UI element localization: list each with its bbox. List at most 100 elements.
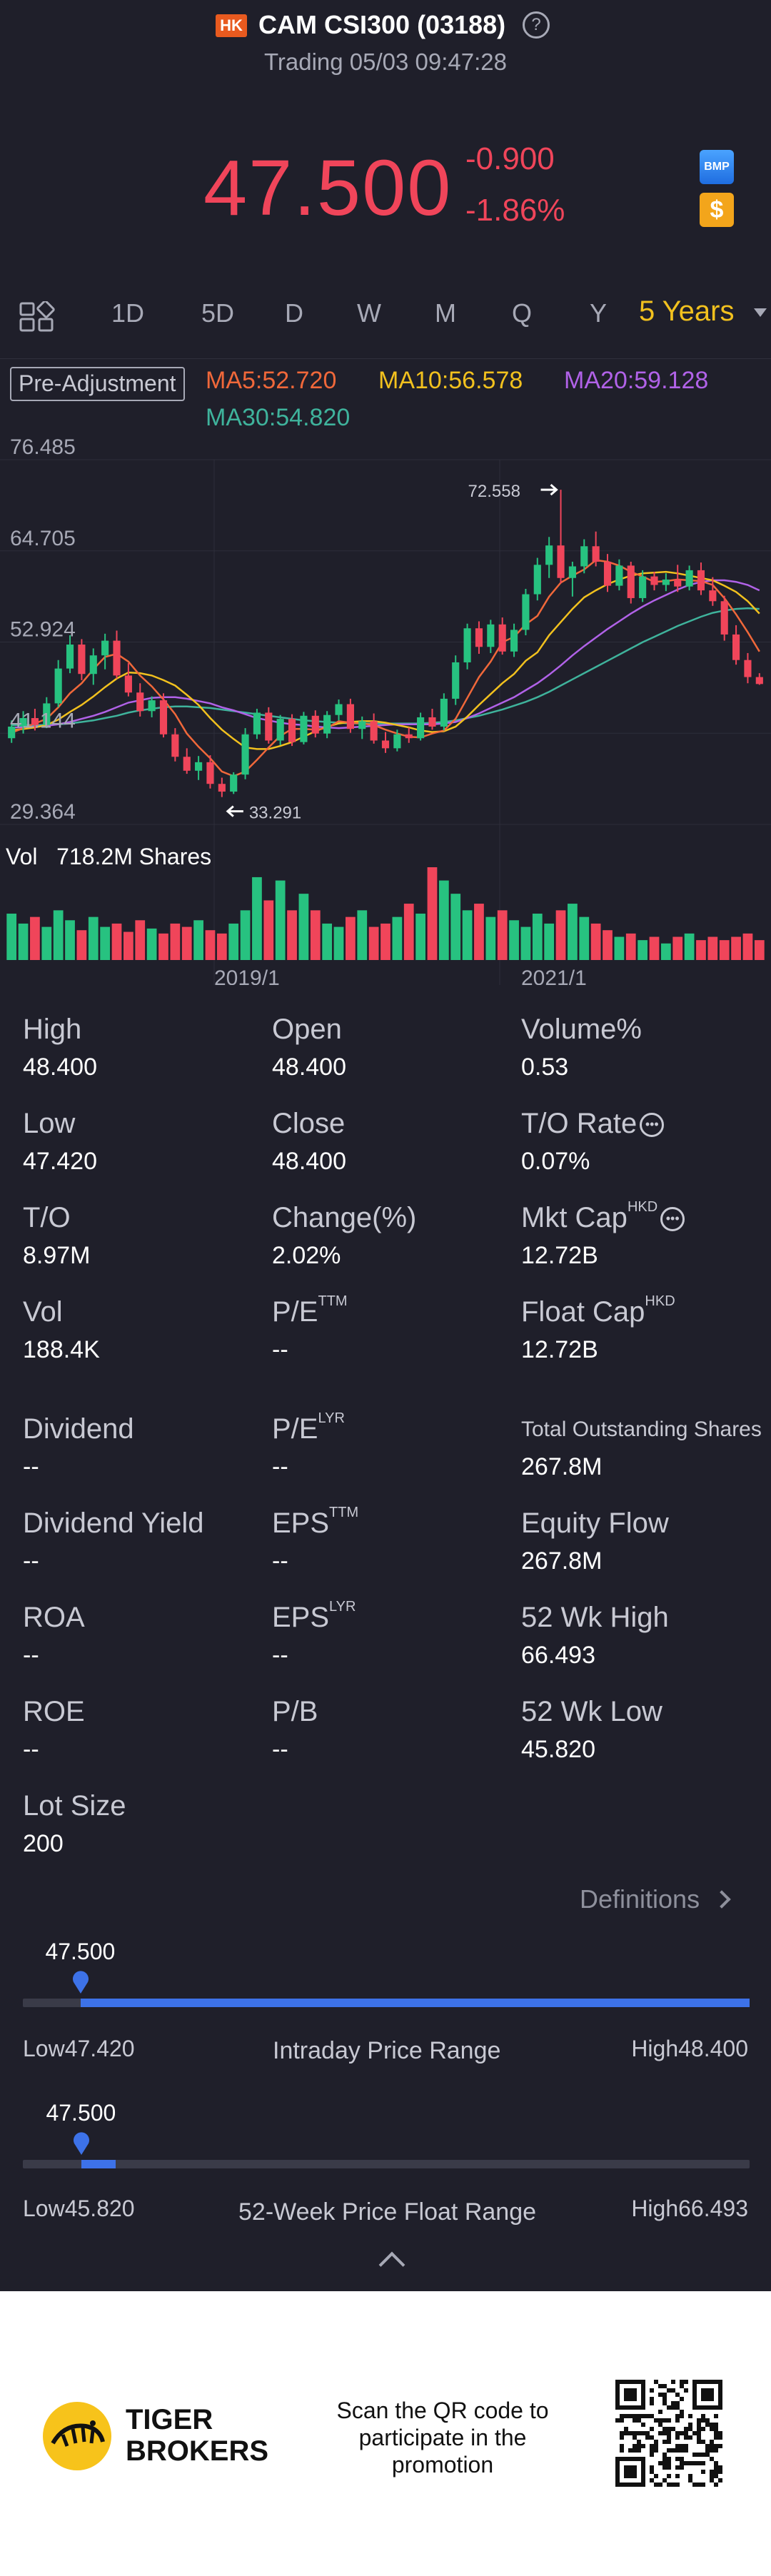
stat-to-rate-label[interactable]: T/O Rate ••• [521, 1108, 665, 1140]
candle-body [31, 718, 39, 725]
quote-header: HK CAM CSI300 (03188) ? Trading 05/03 09… [0, 0, 771, 271]
stat-to-label: T/O [23, 1202, 71, 1233]
volume-bar [100, 926, 111, 960]
stat-low-label: Low [23, 1108, 76, 1139]
y-tick-label: 41.144 [10, 709, 76, 732]
candle-body [650, 576, 658, 585]
tab-week[interactable]: W [357, 298, 381, 328]
candle-body [557, 545, 565, 578]
candle-body [54, 668, 62, 704]
help-icon[interactable]: ? [523, 11, 550, 39]
candle-body [253, 712, 261, 734]
volume-bar [450, 894, 461, 960]
volume-bar [346, 916, 356, 960]
candle-body [452, 662, 460, 699]
candle-body [66, 645, 74, 669]
stat-pe-lyr-value: -- [272, 1453, 288, 1480]
stat-pe-lyr-label: P/ELYR [272, 1410, 345, 1445]
candle-body [159, 700, 168, 734]
intraday-current-price: 47.500 [45, 1939, 116, 1964]
ma10-label: MA10:56.578 [378, 367, 523, 394]
stat-open-label: Open [272, 1014, 342, 1045]
volume-summary: Vol 718.2M Shares [6, 844, 211, 870]
chevron-down-icon[interactable] [754, 308, 767, 317]
candle-body [685, 570, 693, 587]
volume-bar [357, 910, 368, 960]
stat-vol-label: Vol [23, 1296, 63, 1328]
stat-pb-label: P/B [272, 1696, 318, 1727]
stat-vol-value: 188.4K [23, 1336, 100, 1363]
tab-month[interactable]: M [435, 298, 456, 328]
candle-body [183, 757, 191, 771]
candle-body [405, 734, 413, 739]
candle-body [276, 719, 284, 741]
bmp-icon[interactable]: BMP [700, 150, 734, 184]
candle-body [230, 774, 238, 792]
more-info-icon[interactable]: ••• [640, 1113, 665, 1138]
candle-body [720, 601, 728, 635]
stat-close-label: Close [272, 1108, 346, 1139]
volume-bar [649, 936, 660, 960]
tab-year[interactable]: Y [590, 298, 608, 328]
volume-bar [193, 920, 203, 960]
trading-time: Trading 05/03 09:47:28 [263, 49, 508, 75]
max-price-annotation: 72.558 [468, 482, 520, 501]
volume-bar [146, 928, 157, 960]
candle-body [522, 594, 530, 630]
stat-pb-value: -- [272, 1736, 288, 1763]
volume-bar [30, 916, 40, 960]
volume-bar [579, 916, 590, 960]
pre-adjustment-toggle[interactable]: Pre-Adjustment [10, 367, 185, 401]
candle-body [171, 734, 179, 757]
volume-bar [403, 904, 414, 960]
candle-body [89, 655, 97, 675]
stat-roa-label: ROA [23, 1602, 85, 1633]
arrow-left-icon [226, 805, 243, 817]
candle-body [755, 677, 763, 685]
ma10-line [11, 570, 760, 750]
chevron-up-icon[interactable] [378, 2251, 405, 2278]
stat-eps-ttm-label: EPSTTM [272, 1505, 359, 1539]
volume-bar [415, 914, 425, 960]
candle-body [417, 717, 425, 739]
y-tick-label: 29.364 [10, 800, 76, 824]
stat-dividend-yield-label: Dividend Yield [23, 1507, 204, 1539]
tab-day[interactable]: D [285, 298, 303, 328]
candle-body [311, 715, 319, 734]
volume-bar [124, 931, 133, 960]
candle-body [732, 634, 740, 660]
dollar-icon[interactable]: $ [700, 193, 734, 227]
candle-body [475, 628, 483, 647]
volume-bar [298, 894, 309, 960]
volume-bar [181, 926, 192, 960]
week52-low: Low45.820 [23, 2196, 135, 2221]
volume-bar [684, 933, 695, 960]
stat-eps-ttm-value: -- [272, 1547, 288, 1575]
candle-body [463, 628, 471, 662]
grid-layout-icon[interactable] [19, 301, 56, 333]
period-tabs [0, 273, 771, 359]
tab-1d[interactable]: 1D [111, 298, 145, 328]
volume-bar [555, 910, 566, 960]
candle-body [43, 703, 51, 725]
more-info-icon[interactable]: ••• [660, 1207, 685, 1232]
stat-mkt-cap-label[interactable]: Mkt CapHKD••• [521, 1199, 685, 1234]
tiger-logo-icon [43, 2402, 111, 2470]
volume-bar [672, 936, 683, 960]
ma5-line [11, 559, 760, 777]
stat-change-pct-label: Change(%) [272, 1202, 417, 1233]
candle-body [206, 762, 214, 784]
candlestick-chart[interactable]: 76.485 64.705 52.924 41.144 29.364 2019/1 2021… [0, 428, 771, 985]
volume-bar [427, 867, 438, 960]
volume-bar [474, 904, 484, 960]
volume-bar [381, 923, 390, 960]
tab-quarter[interactable]: Q [512, 298, 533, 328]
tab-5-years[interactable]: 5 Years [639, 296, 735, 327]
volume-bar [719, 940, 730, 960]
definitions-link[interactable]: Definitions [580, 1884, 731, 1914]
candle-body [568, 566, 576, 578]
qr-code[interactable] [615, 2380, 722, 2487]
candle-body [662, 579, 670, 585]
min-price-annotation: 33.291 [249, 804, 301, 823]
tab-5d[interactable]: 5D [201, 298, 235, 328]
